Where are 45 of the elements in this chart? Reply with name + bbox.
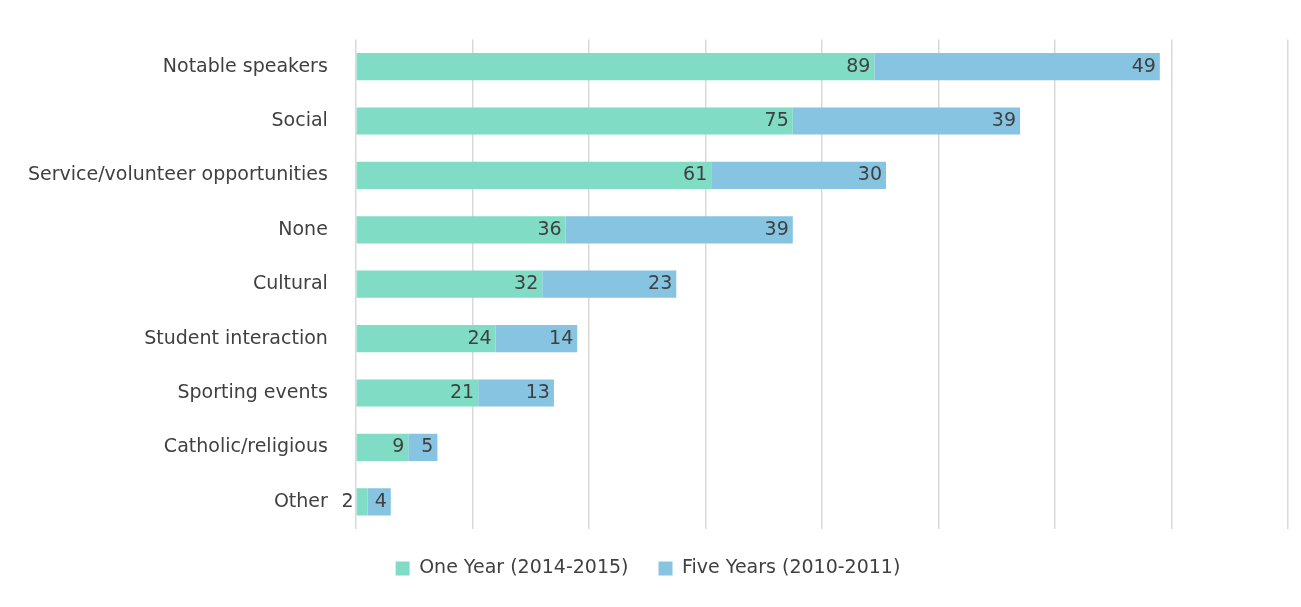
bar [874, 53, 1160, 81]
bar [711, 161, 887, 189]
bar [356, 325, 496, 353]
bar [356, 216, 566, 244]
bar [542, 270, 677, 298]
y-tick-label: Social [271, 107, 328, 130]
bar [356, 488, 368, 516]
data-label: 14 [549, 325, 574, 348]
y-tick-label: Cultural [253, 271, 328, 294]
data-label: 9 [392, 434, 405, 457]
bar [356, 379, 479, 407]
data-label: 21 [450, 379, 475, 402]
bar [356, 433, 409, 461]
bar [478, 379, 554, 407]
data-label: 24 [467, 325, 492, 348]
data-label: 30 [857, 162, 883, 185]
legend-label: One Year (2014-2015) [419, 555, 629, 578]
bar [356, 270, 543, 298]
data-label: 39 [991, 107, 1017, 130]
data-label: 36 [537, 216, 562, 239]
y-tick-label: Catholic/religious [163, 434, 328, 457]
legend-label: Five Years (2010-2011) [682, 555, 901, 578]
data-label: 75 [764, 107, 789, 130]
bar [356, 107, 793, 135]
data-label: 23 [648, 271, 673, 294]
bar [356, 53, 875, 81]
y-tick-label: Notable speakers [162, 53, 328, 76]
data-label: 4 [374, 488, 387, 511]
bar [356, 161, 712, 189]
bar [565, 216, 793, 244]
data-label: 2 [341, 488, 354, 511]
data-label: 61 [683, 162, 708, 185]
y-tick-label: None [278, 216, 328, 239]
data-label: 89 [846, 53, 871, 76]
data-label: 49 [1131, 53, 1156, 76]
data-label: 32 [514, 271, 539, 294]
y-tick-label: Sporting events [177, 379, 328, 402]
y-tick-label: Service/volunteer opportunities [28, 162, 328, 185]
y-tick-label: Other [273, 488, 329, 511]
data-label: 13 [525, 379, 550, 402]
bar [495, 325, 578, 353]
y-tick-label: Student interaction [144, 325, 328, 348]
bar [792, 107, 1021, 135]
data-label: 39 [764, 216, 789, 239]
data-label: 5 [421, 434, 434, 457]
